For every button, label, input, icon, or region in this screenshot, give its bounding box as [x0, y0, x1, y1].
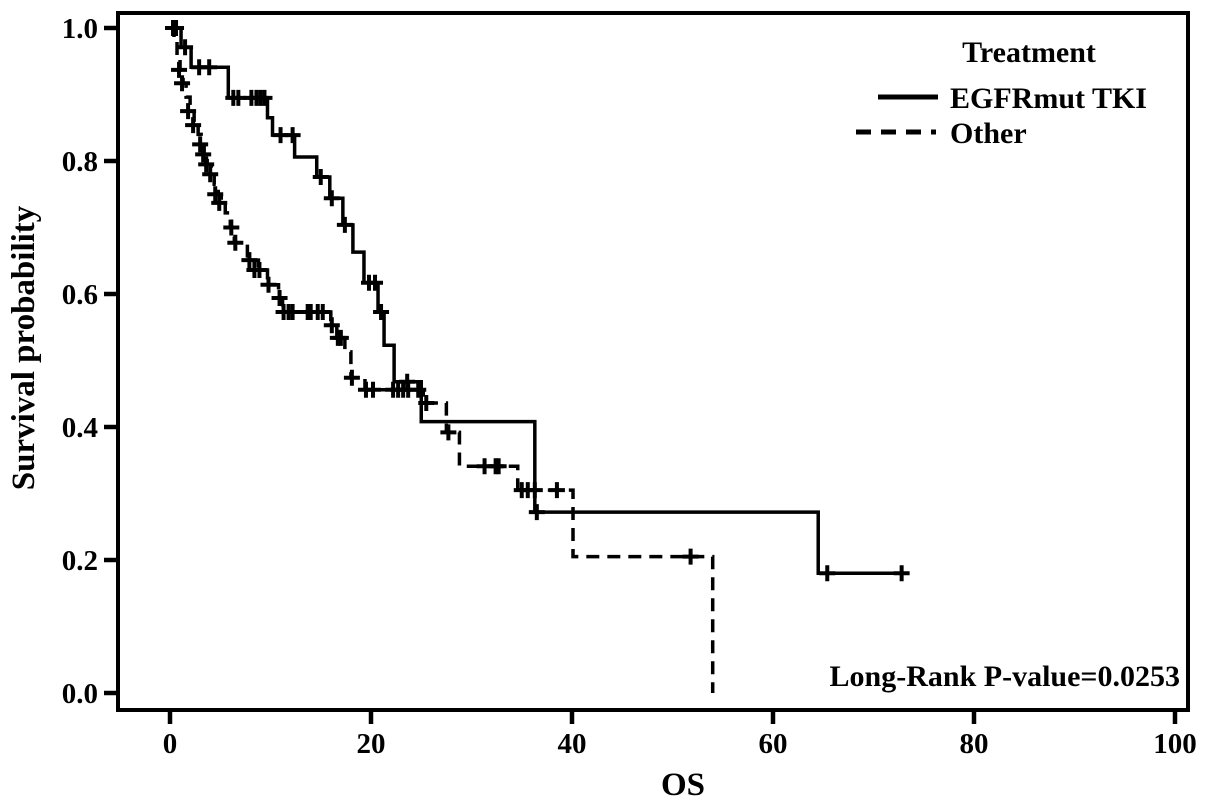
censor-mark [548, 482, 565, 499]
censor-mark [682, 548, 699, 565]
censor-mark [314, 303, 331, 320]
y-tick-label: 1.0 [62, 13, 98, 45]
censor-mark [185, 117, 202, 134]
censor-mark [171, 61, 188, 78]
censor-mark [365, 381, 382, 398]
censor-mark [440, 424, 457, 441]
legend-label-egfrmut-tki: EGFRmut TKI [950, 82, 1147, 115]
x-tick-label: 60 [759, 728, 788, 760]
censor-mark [174, 75, 191, 92]
censor-mark [418, 395, 435, 412]
censor-mark [227, 234, 244, 251]
legend-title: Treatment [962, 36, 1096, 69]
censor-mark [202, 166, 219, 183]
censor-mark [211, 194, 228, 211]
censor-mark [201, 59, 218, 76]
censor-mark [260, 276, 277, 293]
y-tick-label: 0.2 [62, 545, 98, 577]
y-axis-ticks: 0.0 0.2 0.4 0.6 0.8 1.0 [62, 13, 118, 710]
censor-mark [323, 317, 340, 334]
censor-mark [526, 482, 543, 499]
censor-mark [177, 39, 194, 56]
censor-mark [332, 329, 349, 346]
censor-mark [343, 369, 360, 386]
y-tick-label: 0.4 [62, 412, 98, 444]
y-tick-label: 0.0 [62, 678, 98, 710]
censor-marks [165, 20, 910, 582]
censor-mark [312, 168, 329, 185]
x-tick-label: 100 [1153, 728, 1197, 760]
censor-mark [198, 156, 215, 173]
censor-mark [192, 136, 209, 153]
censor-mark [336, 216, 353, 233]
censor-mark [410, 381, 427, 398]
y-axis-title: Survival probability [6, 205, 42, 490]
censor-mark [223, 219, 240, 236]
censor-mark [168, 20, 185, 36]
censor-mark [323, 190, 340, 207]
censor-mark [241, 252, 258, 269]
censor-mark [207, 186, 224, 203]
x-tick-label: 0 [163, 728, 178, 760]
y-tick-label: 0.6 [62, 279, 98, 311]
x-tick-label: 40 [558, 728, 587, 760]
censor-mark [256, 89, 273, 106]
censor-mark [180, 103, 197, 120]
legend-label-other: Other [950, 117, 1027, 150]
censor-mark [893, 565, 910, 582]
censor-mark [284, 127, 301, 144]
x-axis-title: OS [661, 767, 705, 803]
curve-other [170, 26, 715, 693]
x-tick-label: 80 [960, 728, 989, 760]
x-tick-label: 20 [357, 728, 386, 760]
censor-mark [373, 303, 390, 320]
censor-mark [819, 565, 836, 582]
pvalue-annotation: Long-Rank P-value=0.0253 [830, 660, 1180, 693]
censor-mark [271, 289, 288, 306]
y-tick-label: 0.8 [62, 146, 98, 178]
plot-frame [116, 11, 1190, 712]
censor-mark [367, 274, 384, 291]
censor-mark [284, 303, 301, 320]
censor-mark [528, 504, 545, 521]
x-axis-ticks: 0 20 40 60 80 100 [163, 710, 1197, 760]
censor-mark [490, 458, 507, 475]
legend: Treatment EGFRmut TKI Other [856, 36, 1147, 150]
censor-mark [195, 146, 212, 163]
censor-mark [251, 262, 268, 279]
